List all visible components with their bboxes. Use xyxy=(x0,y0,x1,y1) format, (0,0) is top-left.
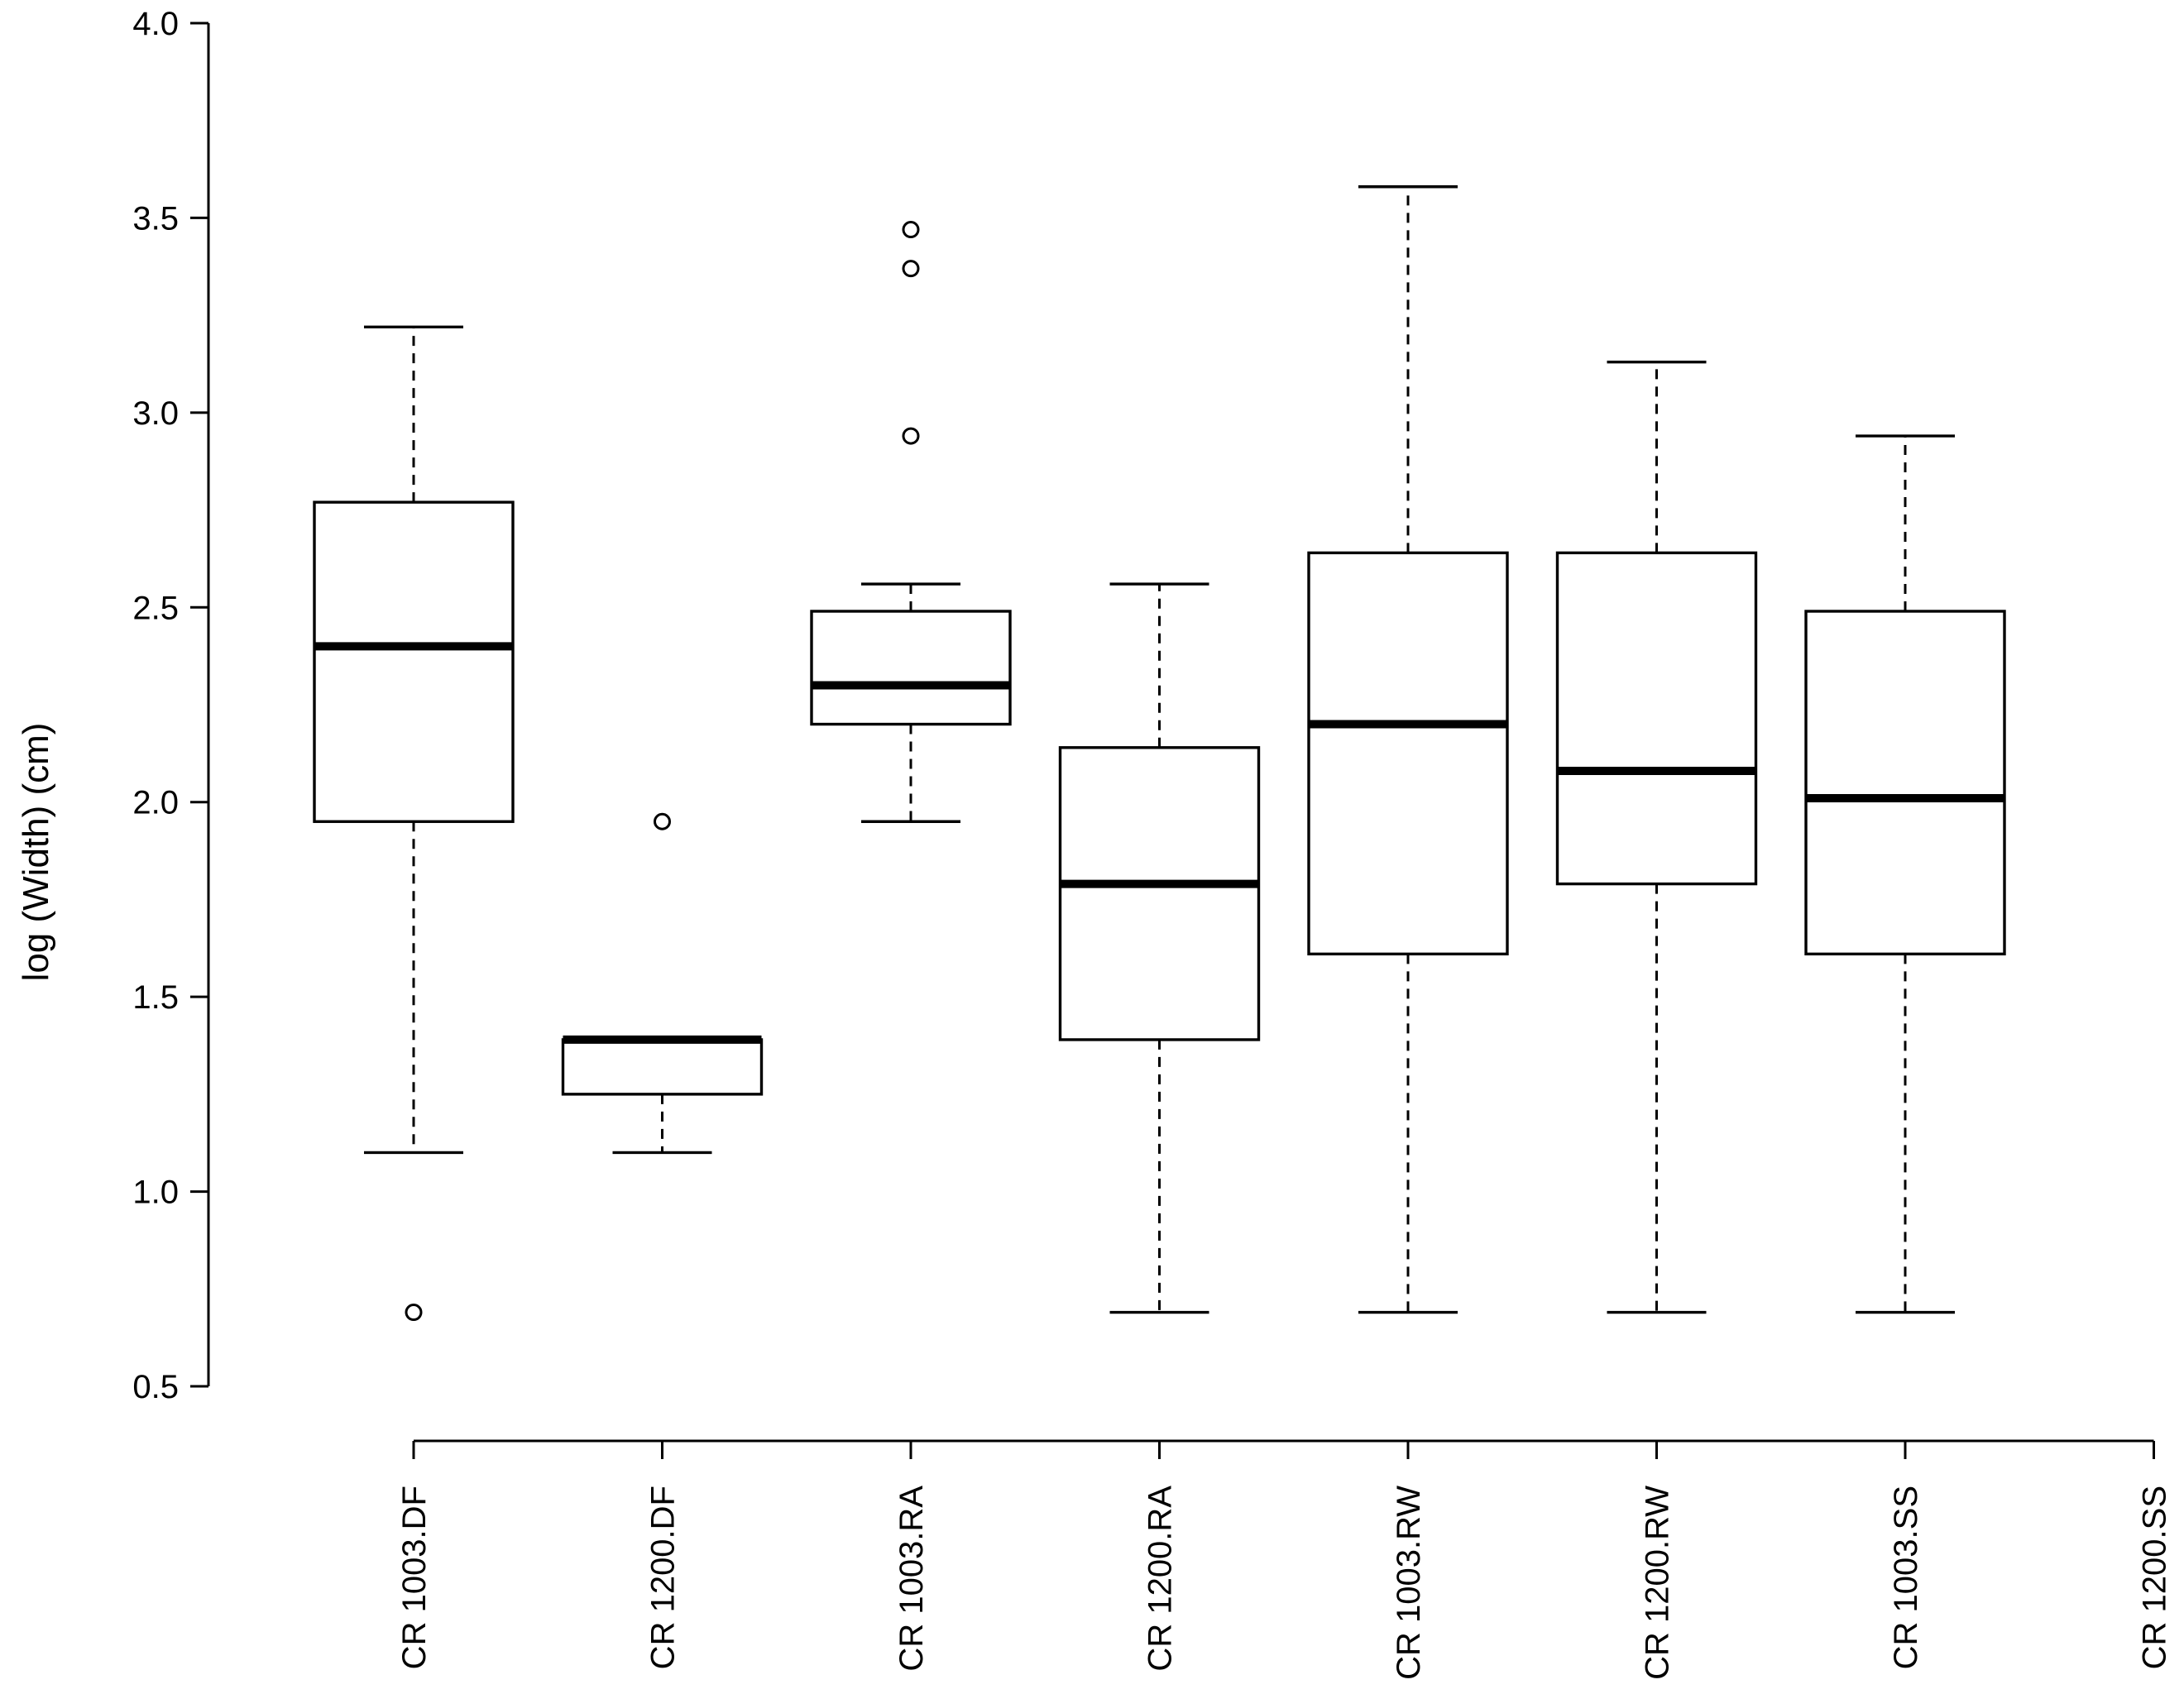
y-tick-label: 2.0 xyxy=(132,785,179,821)
iqr-box xyxy=(1058,746,1261,1041)
box-group xyxy=(1555,360,1758,1314)
box-group xyxy=(810,221,1012,823)
x-tick-label: CR 1003.RW xyxy=(1391,1486,1427,1680)
iqr-box xyxy=(1804,610,2006,956)
x-tick-label: CR 1003.SS xyxy=(1888,1486,1924,1669)
iqr-box xyxy=(1555,551,1758,886)
y-tick-label: 2.5 xyxy=(132,590,179,626)
iqr-box xyxy=(810,610,1012,726)
box-group xyxy=(1058,582,1261,1314)
y-tick-label: 3.5 xyxy=(132,200,179,237)
x-tick-label: CR 1003.RA xyxy=(893,1486,930,1672)
outlier-point xyxy=(902,260,920,278)
x-tick-label: CR 1200.SS xyxy=(2137,1486,2173,1669)
box-group xyxy=(1804,434,2006,1314)
y-tick-label: 1.5 xyxy=(132,979,179,1016)
y-tick-label: 4.0 xyxy=(132,6,179,42)
x-tick-label: CR 1200.RW xyxy=(1640,1486,1676,1680)
iqr-box xyxy=(561,1038,764,1096)
y-tick-label: 0.5 xyxy=(132,1369,179,1405)
y-axis-title: log (Width) (cm) xyxy=(16,723,56,982)
x-tick-label: CR 1003.DF xyxy=(396,1486,433,1669)
iqr-box xyxy=(313,500,515,823)
box-group xyxy=(1307,185,1509,1314)
outlier-point xyxy=(902,427,920,445)
y-tick-label: 3.0 xyxy=(132,395,179,432)
outlier-point xyxy=(405,1304,423,1322)
x-axis: CR 1003.DF CR 1200.DF CR 1003.RA CR 1200.RA… xyxy=(396,1439,2173,1680)
box-group xyxy=(313,325,515,1322)
y-axis: 0.5 1.0 1.5 2.0 2.5 3.0 3.5 4.0 xyxy=(132,6,210,1405)
outlier-point xyxy=(654,812,671,830)
box-group xyxy=(561,812,764,1155)
x-tick-label: CR 1200.DF xyxy=(645,1486,682,1669)
y-tick-label: 1.0 xyxy=(132,1175,179,1211)
x-tick-label: CR 1200.RA xyxy=(1142,1486,1179,1672)
iqr-box xyxy=(1307,551,1509,956)
plot-area xyxy=(313,185,2006,1322)
outlier-point xyxy=(902,221,920,239)
